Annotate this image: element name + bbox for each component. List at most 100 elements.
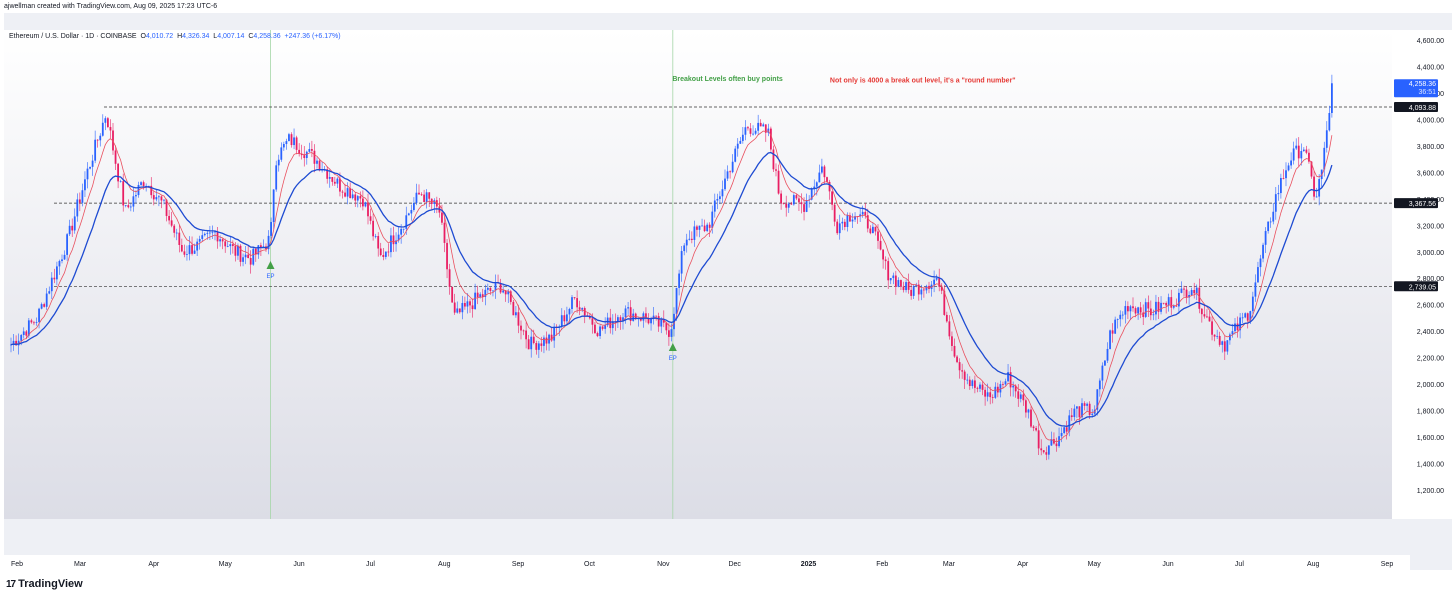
x-tick-label: Feb [11, 561, 23, 568]
candle-body [1292, 148, 1295, 161]
chart-annotation: Breakout Levels often buy points [672, 76, 783, 83]
candle-body [73, 216, 76, 231]
candle-body [275, 165, 278, 190]
candle-body [877, 231, 879, 241]
candle-body [701, 225, 703, 227]
candle-body [229, 244, 232, 247]
candle-body [979, 384, 981, 389]
candle-body [713, 200, 716, 212]
candle-body [711, 211, 714, 228]
chart-frame[interactable]: 4,600.004,400.004,200.004,000.003,800.00… [4, 13, 1452, 570]
candle-body [471, 305, 474, 310]
candle-body [1030, 409, 1032, 427]
candle-body [627, 307, 629, 309]
candle-body [770, 128, 772, 150]
candle-body [441, 212, 443, 223]
candle-body [1211, 321, 1213, 335]
candle-body [387, 251, 390, 253]
candle-body [20, 335, 23, 341]
candle-body [400, 228, 403, 235]
candle-body [900, 280, 902, 287]
candle-body [1068, 415, 1071, 432]
candle-body [520, 325, 522, 331]
candle-body [655, 315, 658, 317]
x-tick-label: Sep [1381, 561, 1394, 568]
x-tick-label: Nov [657, 561, 670, 568]
last-price-label: 4,258.36 [1409, 81, 1436, 88]
symbol-legend[interactable]: Ethereum / U.S. Dollar · 1D · COINBASE O… [9, 33, 341, 40]
candle-body [938, 277, 941, 287]
candle-body [135, 195, 137, 197]
candle-body [688, 238, 691, 240]
candle-body [754, 130, 757, 134]
y-tick-label: 3,600.00 [1417, 170, 1444, 177]
candle-body [1246, 313, 1249, 321]
candle-body [887, 261, 890, 281]
candle-body [772, 149, 775, 170]
candle-body [316, 160, 318, 164]
candle-body [1213, 334, 1216, 337]
candle-body [517, 312, 520, 326]
candle-body [905, 282, 907, 291]
candle-body [609, 317, 612, 329]
candle-body [726, 171, 729, 179]
candle-body [780, 193, 782, 204]
y-tick-label: 2,200.00 [1417, 356, 1444, 363]
y-tick-label: 2,600.00 [1417, 303, 1444, 310]
candle-body [928, 285, 930, 290]
candle-body [285, 141, 288, 145]
candle-body [724, 178, 726, 190]
price-chart[interactable]: 4,600.004,400.004,200.004,000.003,800.00… [4, 13, 1452, 570]
candle-body [1277, 193, 1280, 195]
candle-body [12, 340, 15, 345]
candle-body [1331, 83, 1333, 113]
x-tick-label: Oct [584, 561, 595, 568]
candle-body [1004, 381, 1007, 385]
candle-body [1239, 317, 1241, 331]
candle-body [662, 318, 665, 323]
candle-body [1308, 152, 1310, 162]
top-strip [4, 13, 1452, 30]
y-tick-label: 2,400.00 [1417, 329, 1444, 336]
candle-body [894, 275, 897, 287]
candle-body [326, 169, 329, 179]
time-axis[interactable] [4, 555, 1410, 570]
candle-body [474, 292, 476, 310]
candle-body [1060, 432, 1063, 437]
candle-body [611, 321, 614, 329]
candle-body [494, 282, 497, 291]
x-tick-label: Jun [1162, 561, 1173, 568]
candle-body [879, 240, 882, 250]
candle-body [119, 181, 122, 183]
candle-body [1063, 427, 1066, 433]
candle-body [35, 322, 38, 323]
candle-body [889, 278, 892, 281]
candle-body [1244, 313, 1247, 318]
candle-body [168, 215, 170, 221]
candle-body [657, 316, 660, 327]
candle-body [372, 220, 374, 237]
candle-body [933, 279, 935, 285]
candle-body [50, 277, 53, 292]
candle-body [1134, 308, 1137, 314]
candle-body [764, 124, 767, 133]
candle-body [295, 137, 298, 150]
candle-body [158, 196, 160, 198]
x-tick-label: Mar [943, 561, 956, 568]
open-label: O [140, 33, 146, 40]
candle-body [502, 290, 505, 293]
candle-body [838, 223, 841, 234]
candle-body [63, 254, 66, 260]
y-tick-label: 4,400.00 [1417, 64, 1444, 71]
candle-body [596, 333, 599, 337]
candle-body [201, 235, 204, 239]
candle-body [1022, 394, 1025, 401]
x-tick-label: Dec [728, 561, 741, 568]
candle-body [675, 287, 678, 314]
candle-body [122, 181, 125, 206]
candle-body [907, 282, 910, 290]
last-price-tag [1394, 79, 1438, 98]
candle-body [104, 118, 107, 123]
candle-body [382, 255, 385, 257]
candle-body [787, 203, 790, 208]
